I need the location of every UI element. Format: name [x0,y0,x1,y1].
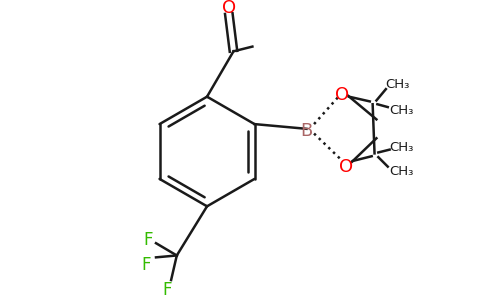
Text: CH₃: CH₃ [389,165,413,178]
Text: F: F [142,256,151,274]
Text: O: O [222,0,236,17]
Text: CH₃: CH₃ [389,141,413,154]
Text: F: F [163,280,172,298]
Text: CH₃: CH₃ [389,104,413,117]
Text: B: B [301,122,313,140]
Text: F: F [144,232,153,250]
Text: O: O [339,158,353,176]
Text: O: O [335,86,349,104]
Text: CH₃: CH₃ [385,79,409,92]
